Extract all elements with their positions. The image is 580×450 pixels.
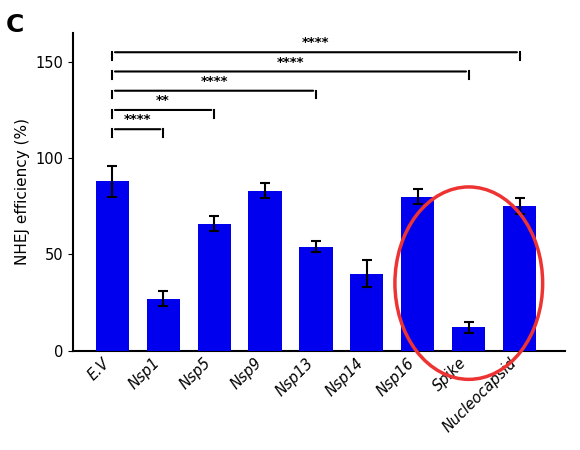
Bar — [299, 247, 332, 351]
Text: **: ** — [156, 94, 170, 107]
Bar — [452, 328, 485, 351]
Text: ****: **** — [124, 113, 151, 126]
Bar — [198, 224, 231, 351]
Text: C: C — [6, 14, 24, 37]
Bar — [96, 181, 129, 351]
Bar — [248, 191, 281, 351]
Bar — [503, 206, 536, 351]
Text: ****: **** — [302, 36, 329, 50]
Text: ****: **** — [200, 75, 228, 88]
Bar — [401, 197, 434, 351]
Y-axis label: NHEJ efficiency (%): NHEJ efficiency (%) — [15, 118, 30, 265]
Bar — [350, 274, 383, 351]
Bar — [147, 298, 180, 351]
Text: ****: **** — [277, 56, 304, 68]
